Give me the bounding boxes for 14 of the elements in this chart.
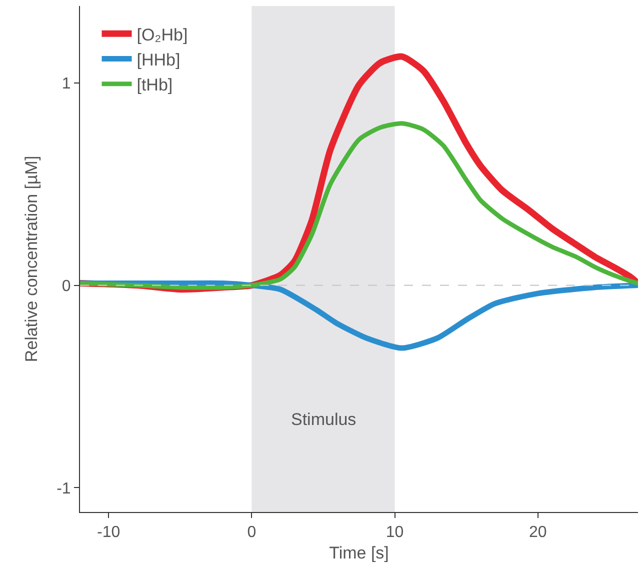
x-tick-label: 10	[386, 524, 404, 542]
x-tick-label: 0	[247, 524, 256, 542]
y-axis-title: Relative concentration [µM]	[22, 156, 42, 362]
y-tick-label: -1	[56, 480, 71, 498]
line-series	[80, 121, 638, 290]
legend-label: [HHb]	[136, 50, 180, 70]
x-tick-label: -10	[97, 524, 120, 542]
legend-label: [O₂Hb]	[136, 25, 188, 44]
x-axis-title: Time [s]	[329, 544, 389, 563]
band-label: Stimulus	[291, 410, 356, 429]
y-tick-label: 0	[62, 278, 71, 295]
y-tick-label: 1	[62, 76, 71, 93]
legend-label: [tHb]	[136, 76, 173, 94]
x-tick-label: 20	[528, 524, 547, 542]
